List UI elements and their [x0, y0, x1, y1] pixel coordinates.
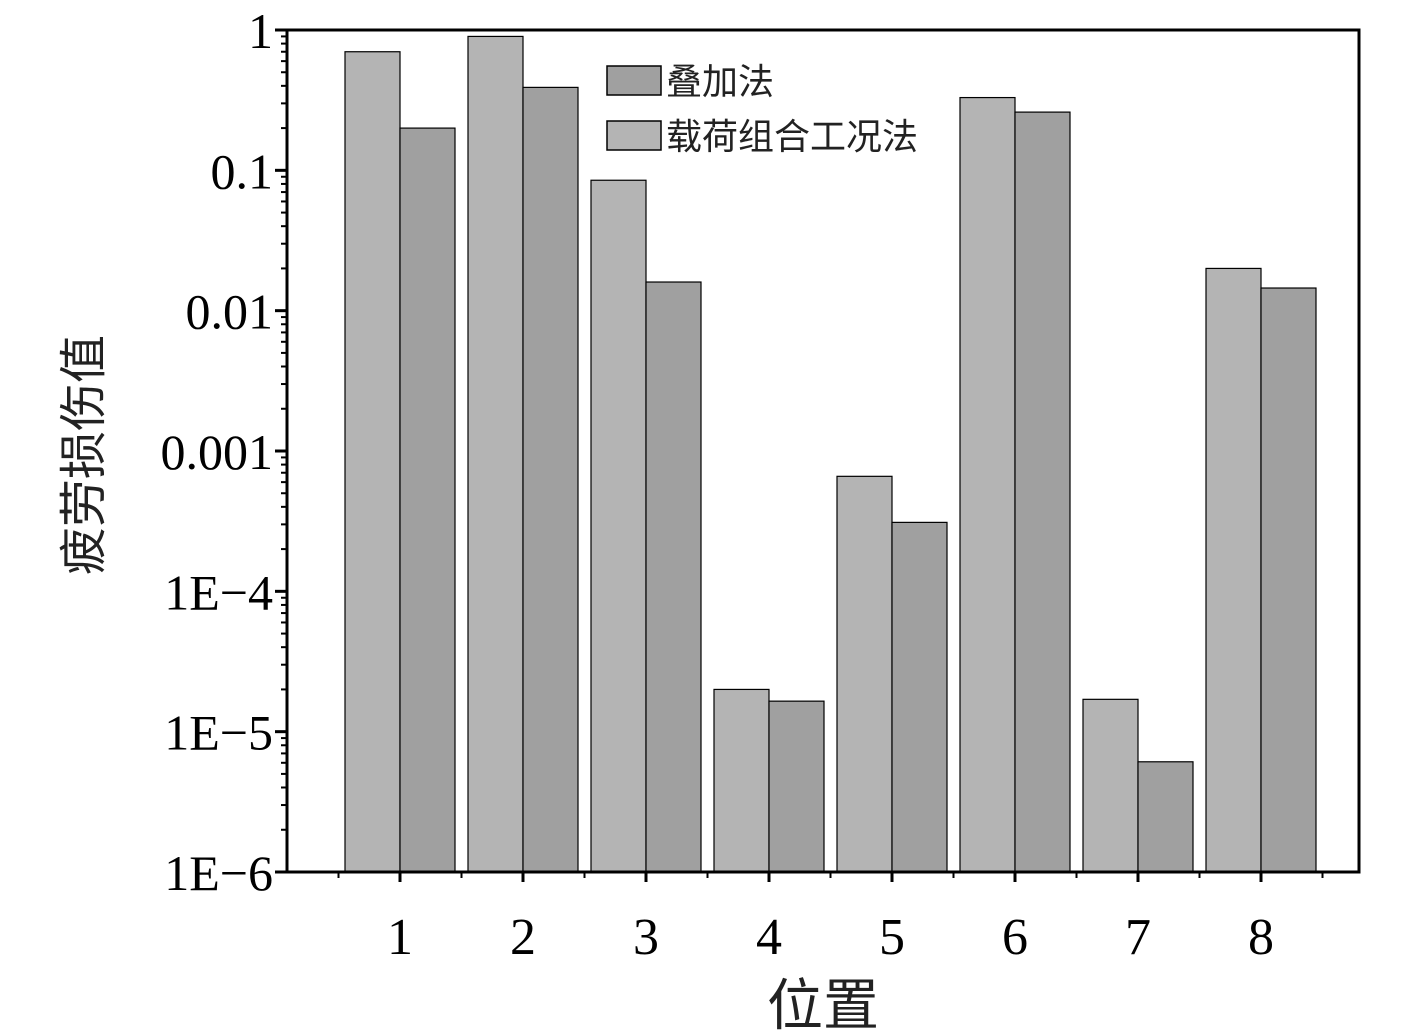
- bar-superposition-pos-6: [1014, 111, 1071, 873]
- x-tick-label: 7: [1125, 909, 1151, 966]
- y-axis-label: 疲劳损伤值: [56, 335, 112, 575]
- bar-load-combination-pos-6: [959, 96, 1016, 873]
- legend-swatch: [606, 120, 662, 151]
- y-tick-label: 1E−5: [164, 705, 273, 761]
- x-tick-label: 3: [633, 909, 659, 966]
- y-tick-label: 1E−4: [164, 564, 273, 620]
- y-tick-label: 0.01: [186, 284, 274, 340]
- x-tick-label: 4: [756, 909, 782, 966]
- bar-load-combination-pos-8: [1205, 267, 1262, 873]
- bar-superposition-pos-8: [1260, 287, 1317, 873]
- legend-label: 载荷组合工况法: [666, 117, 918, 158]
- bar-superposition-pos-4: [768, 700, 825, 873]
- legend-label: 叠加法: [666, 62, 774, 103]
- axes-layer: 1 0.1 0.01 0.001 1E−4 1E−5 1E−6 1 2 3 4 5 6 7 8: [161, 3, 1324, 966]
- bars-layer: [344, 35, 1317, 873]
- bar-load-combination-pos-1: [344, 51, 401, 873]
- bar-superposition-pos-2: [522, 86, 579, 873]
- bar-superposition-pos-7: [1137, 761, 1194, 873]
- bar-load-combination-pos-3: [590, 179, 647, 873]
- bar-load-combination-pos-2: [467, 35, 524, 873]
- bar-load-combination-pos-7: [1082, 698, 1139, 873]
- x-tick-label: 2: [510, 909, 536, 966]
- y-tick-label: 0.1: [211, 143, 274, 199]
- x-tick-label: 8: [1248, 909, 1274, 966]
- y-tick-label: 1: [248, 3, 273, 59]
- y-tick-label: 1E−6: [164, 845, 273, 901]
- bar-load-combination-pos-4: [713, 688, 770, 873]
- legend-swatch: [606, 65, 662, 96]
- y-tick-label: 0.001: [161, 424, 274, 480]
- bar-superposition-pos-3: [645, 281, 702, 873]
- x-tick-label: 6: [1002, 909, 1028, 966]
- bar-load-combination-pos-5: [836, 475, 893, 873]
- x-axis-label: 位置: [767, 974, 879, 1033]
- bar-superposition-pos-5: [891, 521, 948, 873]
- x-tick-label: 1: [387, 909, 413, 966]
- bar-superposition-pos-1: [399, 127, 456, 873]
- x-tick-label: 5: [879, 909, 905, 966]
